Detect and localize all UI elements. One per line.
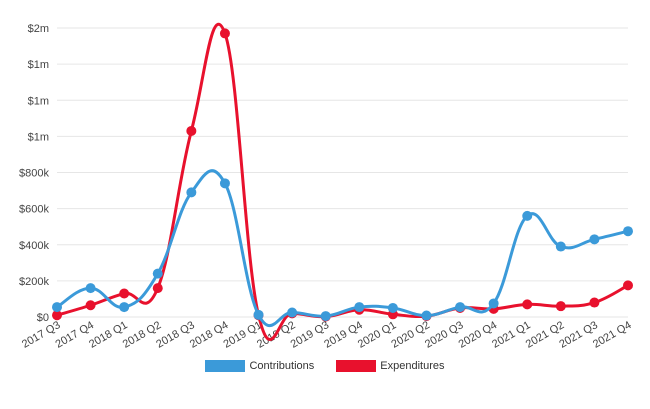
data-point-contributions[interactable] xyxy=(85,283,96,294)
legend-item-contributions[interactable]: Contributions xyxy=(205,360,314,372)
data-point-expenditures[interactable] xyxy=(186,125,197,136)
data-point-contributions[interactable] xyxy=(219,178,230,189)
y-tick-label: $600k xyxy=(19,204,49,216)
legend-swatch-expenditures xyxy=(336,360,377,372)
data-point-contributions[interactable] xyxy=(522,210,533,221)
data-point-contributions[interactable] xyxy=(589,234,600,245)
data-point-expenditures[interactable] xyxy=(152,283,163,294)
y-tick-label: $1m xyxy=(28,95,49,107)
series-lines xyxy=(52,23,633,342)
data-point-contributions[interactable] xyxy=(555,241,566,252)
y-axis: $0 $200k $400k $600k $800k $1m $1m $1m $2m xyxy=(19,23,49,324)
y-tick-label: $0 xyxy=(37,312,49,324)
data-point-contributions[interactable] xyxy=(52,302,62,313)
data-point-contributions[interactable] xyxy=(387,302,398,313)
y-tick-label: $200k xyxy=(19,276,49,288)
legend-item-expenditures[interactable]: Expenditures xyxy=(336,360,445,372)
data-point-expenditures[interactable] xyxy=(522,299,533,310)
y-tick-label: $2m xyxy=(28,23,49,35)
data-point-expenditures[interactable] xyxy=(555,301,566,312)
legend-label-contributions: Contributions xyxy=(249,360,315,372)
data-point-expenditures[interactable] xyxy=(85,300,96,311)
data-point-contributions[interactable] xyxy=(354,302,365,313)
y-tick-label: $800k xyxy=(19,168,49,180)
data-point-contributions[interactable] xyxy=(186,187,197,198)
legend-swatch-contributions xyxy=(205,360,246,372)
data-point-contributions[interactable] xyxy=(488,298,499,309)
data-point-contributions[interactable] xyxy=(623,226,633,237)
data-point-contributions[interactable] xyxy=(455,302,466,313)
legend-label-expenditures: Expenditures xyxy=(380,360,445,372)
x-tick-label: 2021 Q4 xyxy=(591,319,634,350)
series-line-expenditures xyxy=(56,23,629,342)
data-point-expenditures[interactable] xyxy=(589,297,600,308)
data-point-expenditures[interactable] xyxy=(119,288,130,299)
data-point-contributions[interactable] xyxy=(119,302,130,313)
data-point-contributions[interactable] xyxy=(152,268,163,279)
data-point-expenditures[interactable] xyxy=(219,28,230,39)
grid-lines xyxy=(57,27,628,318)
legend: Contributions Expenditures xyxy=(0,360,650,372)
data-point-contributions[interactable] xyxy=(320,311,331,322)
y-tick-label: $1m xyxy=(28,59,49,71)
data-point-contributions[interactable] xyxy=(421,310,432,321)
y-tick-label: $1m xyxy=(28,131,49,143)
data-point-contributions[interactable] xyxy=(253,309,264,320)
data-point-expenditures[interactable] xyxy=(623,280,633,291)
y-tick-label: $400k xyxy=(19,240,49,252)
data-point-expenditures[interactable] xyxy=(52,310,62,321)
data-point-contributions[interactable] xyxy=(287,307,298,318)
